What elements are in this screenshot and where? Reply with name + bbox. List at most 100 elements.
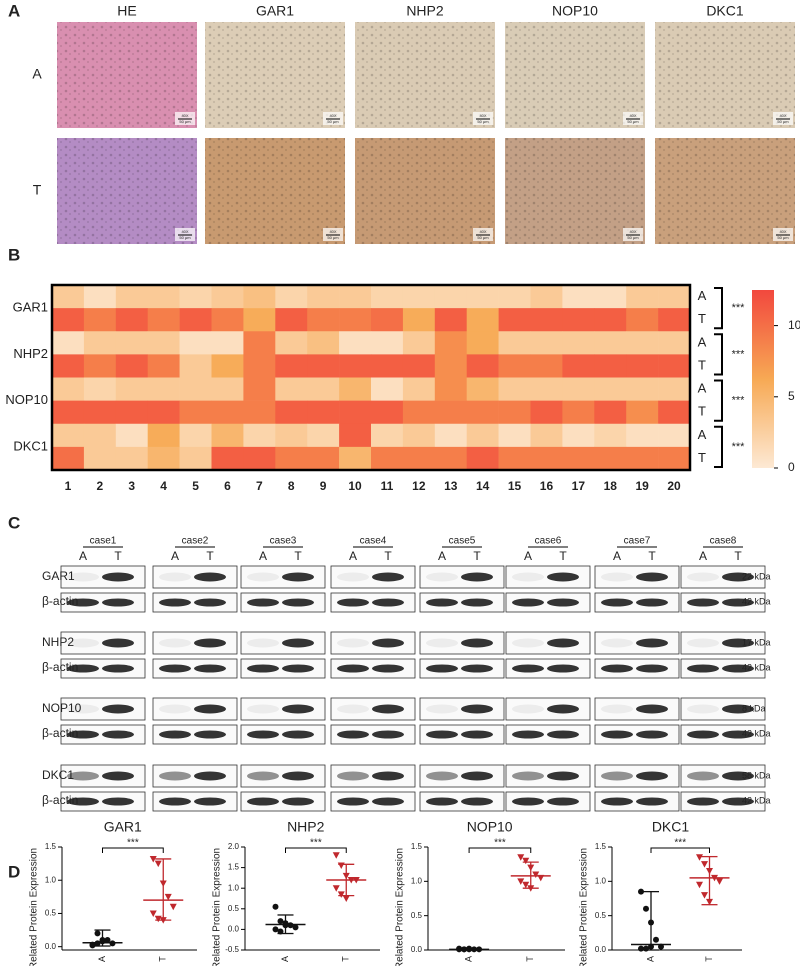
data-point (154, 915, 162, 923)
x-tick-label: 1 (65, 479, 72, 493)
band (601, 730, 633, 739)
heatmap-cell (658, 331, 691, 355)
heatmap-cell (562, 308, 595, 332)
micrograph-texture (655, 22, 795, 128)
band (722, 638, 754, 648)
band (194, 771, 226, 781)
band (512, 771, 544, 781)
heatmap-cell (530, 308, 563, 332)
x-tick-label: 5 (192, 479, 199, 493)
heatmap-cell (115, 285, 148, 309)
band (601, 704, 633, 714)
heatmap-cell (179, 308, 212, 332)
band (102, 797, 134, 806)
band (282, 771, 314, 781)
band (372, 638, 404, 648)
data-point (466, 946, 473, 953)
band (512, 797, 544, 806)
data-point (94, 930, 101, 937)
micrograph-texture (505, 138, 645, 244)
band (512, 704, 544, 714)
heatmap-cell (371, 308, 404, 332)
heatmap-cell (371, 331, 404, 355)
heatmap-cell (594, 446, 627, 471)
lane-label: A (349, 549, 357, 563)
heatmap-cell (275, 400, 308, 425)
lane-label: T (384, 549, 392, 563)
heatmap-cell (371, 423, 404, 448)
size-label: 42 kDa (742, 662, 771, 672)
data-point (706, 868, 713, 875)
significance: *** (732, 302, 746, 314)
band (247, 771, 279, 781)
lane-label: A (79, 549, 87, 563)
band (247, 797, 279, 806)
y-tick-label: 0.0 (45, 942, 57, 951)
data-point (701, 892, 708, 899)
heatmap-cell (307, 377, 340, 401)
data-point (638, 888, 644, 895)
heatmap-cell (307, 308, 340, 332)
heatmap-cell (434, 354, 467, 378)
scale-bar-label: 50 μm (477, 235, 489, 240)
heatmap-cell (434, 377, 467, 401)
x-tick-label: 18 (604, 479, 618, 493)
heatmap-cell (339, 285, 372, 309)
data-point (653, 936, 659, 943)
heatmap-cell (339, 377, 372, 401)
y-axis-label: Related Protein Expression (212, 848, 223, 966)
plot-title: DKC1 (652, 819, 690, 835)
band (461, 638, 493, 648)
heatmap-cell (275, 377, 308, 401)
heatmap-cell (594, 285, 627, 309)
band (722, 704, 754, 714)
heatmap-cell (594, 377, 627, 401)
band (67, 638, 99, 648)
band (636, 664, 668, 673)
column-header: NOP10 (552, 3, 598, 19)
heatmap-cell (626, 446, 659, 471)
band (159, 704, 191, 714)
scale-bar-label: 50 μm (179, 235, 191, 240)
band (102, 730, 134, 739)
band (102, 704, 134, 714)
band (194, 598, 226, 607)
significance: *** (310, 838, 322, 849)
data-point (99, 937, 106, 944)
row-group-label: NHP2 (13, 346, 48, 361)
heatmap-cell (179, 331, 212, 355)
band (102, 638, 134, 648)
heatmap-cell (466, 423, 499, 448)
data-point (337, 891, 345, 898)
band (194, 797, 226, 806)
heatmap-cell (530, 423, 563, 448)
data-point (643, 905, 649, 912)
band (159, 730, 191, 739)
band (194, 638, 226, 648)
heatmap-cell (498, 285, 531, 309)
band (282, 598, 314, 607)
heatmap-cell (307, 446, 340, 471)
heatmap-cell (52, 308, 85, 332)
x-tick-label: 2 (97, 479, 104, 493)
heatmap-cell (594, 354, 627, 378)
heatmap-cell (243, 285, 276, 309)
heatmap-cell (466, 400, 499, 425)
band (601, 572, 633, 582)
data-point (337, 862, 345, 870)
heatmap-cell (83, 331, 117, 355)
heatmap-cell (211, 354, 244, 378)
data-point (109, 940, 116, 947)
scale-bar-label: 50 μm (477, 119, 489, 124)
x-tick-label: A (463, 956, 473, 962)
heatmap-cell (594, 331, 627, 355)
magnification: 40X (479, 113, 486, 118)
band (636, 572, 668, 582)
heatmap-cell (626, 354, 659, 378)
y-tick-label: 2.0 (228, 842, 240, 851)
band (282, 730, 314, 739)
data-point (461, 946, 468, 953)
band (372, 572, 404, 582)
heatmap-cell (498, 331, 531, 355)
x-tick-label: 14 (476, 479, 490, 493)
